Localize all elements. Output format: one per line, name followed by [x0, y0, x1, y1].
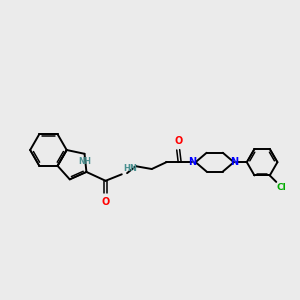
Text: N: N — [230, 157, 238, 167]
Text: O: O — [101, 197, 110, 207]
Text: O: O — [174, 136, 182, 146]
Text: NH: NH — [78, 157, 91, 166]
Text: HN: HN — [123, 164, 137, 173]
Text: N: N — [188, 157, 196, 167]
Text: Cl: Cl — [277, 183, 286, 192]
